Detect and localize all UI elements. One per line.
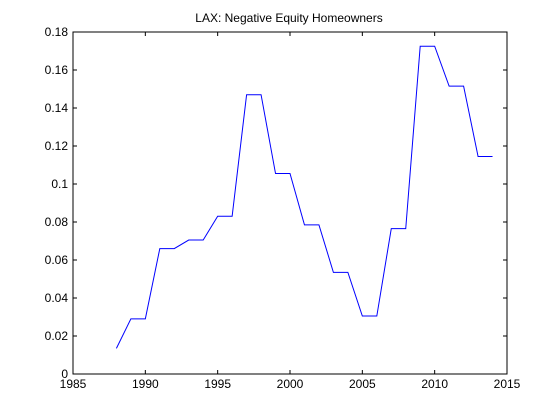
data-point [376,315,377,316]
data-point [463,86,464,87]
data-point [260,94,261,95]
x-tick-label: 1990 [132,377,159,391]
x-tick-label: 1985 [60,377,87,391]
data-point [275,173,276,174]
data-point [333,272,334,273]
data-point [492,156,493,157]
data-point [434,46,435,47]
data-point [318,224,319,225]
y-tick-label: 0.08 [45,215,69,229]
x-tick-label: 1995 [204,377,231,391]
y-tick-label: 0.04 [45,291,69,305]
y-tick-label: 0.12 [45,139,69,153]
data-point [289,173,290,174]
x-tick-label: 2000 [277,377,304,391]
data-point [391,228,392,229]
x-tick-label: 2015 [494,377,521,391]
data-point [174,248,175,249]
y-tick-label: 0.02 [45,329,69,343]
series-line [115,45,493,349]
data-point [116,348,117,349]
data-point [449,86,450,87]
data-point [130,318,131,319]
plot-area: 1985 1990 1995 2000 2005 2010 2015 0 0.02 0.04 0.0… [45,25,521,391]
data-point [232,216,233,217]
y-tick-label: 0.14 [45,101,69,115]
y-tick-label: 0.18 [45,25,69,39]
data-point [145,318,146,319]
data-point [246,94,247,95]
chart-title: LAX: Negative Equity Homeowners [195,11,382,25]
y-tick-label: 0.16 [45,63,69,77]
data-point [217,216,218,217]
data-point [304,224,305,225]
data-point [362,315,363,316]
data-point [188,239,189,240]
axes-box [72,31,508,375]
data-point [420,46,421,47]
data-point [203,239,204,240]
data-point [159,248,160,249]
x-tick-label: 2010 [421,377,448,391]
y-tick-label: 0.06 [45,253,69,267]
data-point [477,156,478,157]
data-point [347,272,348,273]
y-tick-label: 0 [61,367,68,381]
y-tick-label: 0.1 [51,177,68,191]
x-tick-label: 2005 [349,377,376,391]
data-point [405,228,406,229]
